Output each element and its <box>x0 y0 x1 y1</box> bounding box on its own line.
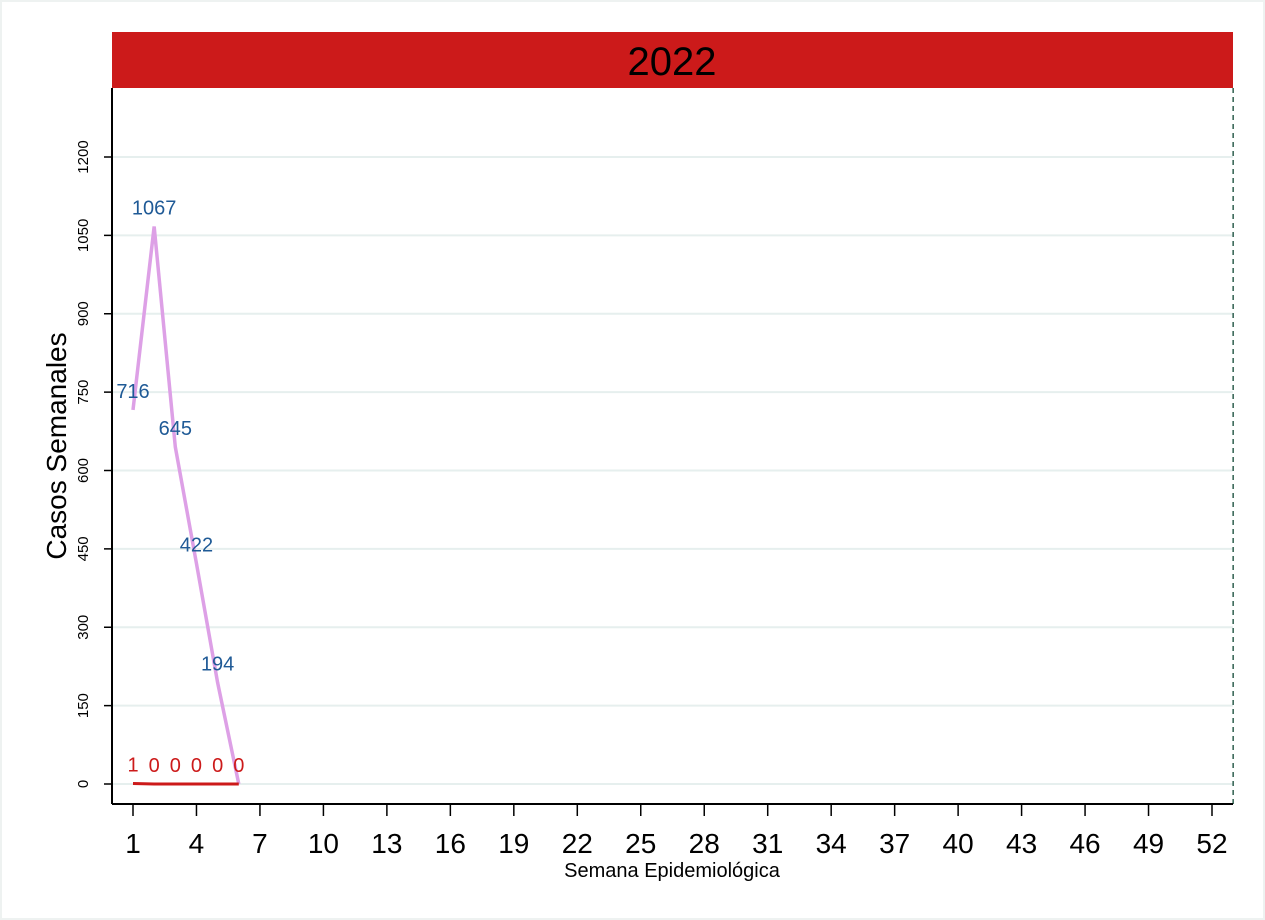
x-tick-label-49: 49 <box>1133 828 1164 859</box>
x-tick-label-19: 19 <box>498 828 529 859</box>
x-tick-label-7: 7 <box>252 828 268 859</box>
x-tick-label-34: 34 <box>816 828 847 859</box>
x-tick-label-28: 28 <box>689 828 720 859</box>
x-tick-label-25: 25 <box>625 828 656 859</box>
series-2-line <box>132 781 239 786</box>
y-tick-label-750: 750 <box>75 380 92 405</box>
x-tick-label-13: 13 <box>371 828 402 859</box>
x-tick-label-37: 37 <box>879 828 910 859</box>
x-ticks: 1 4 7 10 13 16 19 22 25 28 31 34 37 40 43 46 49 52 <box>125 804 1228 859</box>
x-tick-label-40: 40 <box>943 828 974 859</box>
x-tick-label-16: 16 <box>435 828 466 859</box>
title-bar-background <box>112 32 1233 88</box>
axes <box>111 88 1233 805</box>
series-2-data-label: 0 <box>170 755 181 777</box>
y-tick-label-1050: 1050 <box>75 219 92 252</box>
x-tick-label-46: 46 <box>1069 828 1100 859</box>
series-1-data-label: 716 <box>116 381 149 403</box>
series-1-data-label: 194 <box>201 654 234 676</box>
x-tick-label-10: 10 <box>308 828 339 859</box>
series-2-data-label: 1 <box>127 754 138 776</box>
series-2-data-label: 0 <box>212 755 223 777</box>
x-tick-label-22: 22 <box>562 828 593 859</box>
series-1-line <box>131 226 241 785</box>
x-tick-label-31: 31 <box>752 828 783 859</box>
grid-lines <box>112 156 1233 785</box>
series-lines <box>131 226 241 786</box>
x-tick-label-43: 43 <box>1006 828 1037 859</box>
y-tick-label-0: 0 <box>75 780 92 788</box>
y-axis-label: Casos Semanales <box>41 332 72 559</box>
y-ticks: 0 150 300 450 600 750 900 1050 1200 <box>75 140 112 788</box>
series-1-data-label: 422 <box>180 535 213 557</box>
y-tick-label-450: 450 <box>75 536 92 561</box>
y-tick-label-900: 900 <box>75 301 92 326</box>
x-tick-label-52: 52 <box>1196 828 1227 859</box>
series-2-data-label: 0 <box>149 755 160 777</box>
y-tick-label-600: 600 <box>75 458 92 483</box>
x-tick-label-4: 4 <box>189 828 205 859</box>
series-1-data-label: 1067 <box>132 197 177 219</box>
series-1-data-label: 645 <box>159 418 192 440</box>
x-axis-label: Semana Epidemiológica <box>564 860 781 882</box>
series-2-data-label: 0 <box>191 755 202 777</box>
x-tick-label-1: 1 <box>125 828 141 859</box>
y-tick-label-150: 150 <box>75 693 92 718</box>
y-tick-label-1200: 1200 <box>75 140 92 173</box>
title-bar: 2022 <box>112 32 1233 88</box>
series-2-data-label: 0 <box>233 755 244 777</box>
chart-title: 2022 <box>628 40 717 84</box>
y-tick-label-300: 300 <box>75 615 92 640</box>
